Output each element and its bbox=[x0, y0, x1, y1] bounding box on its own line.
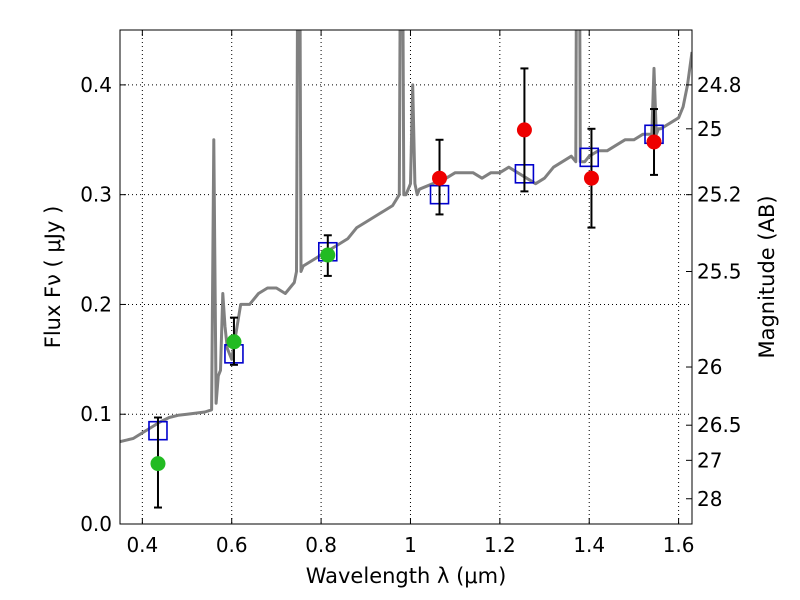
y-tick-label: 0.0 bbox=[80, 512, 112, 536]
x-tick-label: 1.6 bbox=[663, 533, 695, 557]
x-tick-label: 0.6 bbox=[216, 533, 248, 557]
x-tick-label: 0.8 bbox=[305, 533, 337, 557]
y-tick-label: 0.2 bbox=[80, 292, 112, 316]
observed-point bbox=[646, 134, 662, 150]
y-tick-label: 0.4 bbox=[80, 73, 112, 97]
model-square-point bbox=[579, 147, 600, 168]
observed-point bbox=[432, 170, 448, 186]
right-tick-label: 25 bbox=[697, 117, 722, 141]
x-tick-label: 1.4 bbox=[573, 533, 605, 557]
y-tick-label: 0.1 bbox=[80, 402, 112, 426]
observed-point bbox=[516, 122, 532, 138]
y-axis-title: Flux Fν ( μJy ) bbox=[41, 206, 65, 349]
x-tick-label: 1.2 bbox=[484, 533, 516, 557]
observed-point bbox=[583, 170, 599, 186]
right-axis-title: Magnitude (AB) bbox=[755, 195, 779, 358]
x-axis-title: Wavelength λ (μm) bbox=[306, 564, 507, 588]
right-tick-label: 26.5 bbox=[697, 413, 742, 437]
right-tick-label: 24.8 bbox=[697, 73, 742, 97]
right-tick-label: 27 bbox=[697, 448, 722, 472]
observed-point bbox=[150, 456, 166, 472]
template-spectrum-layer bbox=[120, 30, 692, 444]
data-marks bbox=[148, 67, 664, 509]
grid bbox=[120, 30, 692, 525]
template-spectrum-line bbox=[120, 30, 692, 444]
x-tick-label: 0.4 bbox=[126, 533, 158, 557]
x-tick-label: 1 bbox=[404, 533, 417, 557]
plot-frame bbox=[119, 29, 693, 525]
observed-point bbox=[320, 247, 336, 263]
axis-ticks: 0.4 0.6 0.8 1 1.2 1.4 1.6 0.0 0.1 0.2 0.3 0.4 24.8 25… bbox=[80, 30, 742, 557]
right-tick-label: 26 bbox=[697, 355, 722, 379]
observed-point bbox=[226, 334, 242, 350]
right-tick-label: 25.5 bbox=[697, 260, 742, 284]
y-tick-label: 0.3 bbox=[80, 183, 112, 207]
right-tick-label: 28 bbox=[697, 487, 722, 511]
right-tick-label: 25.2 bbox=[697, 183, 742, 207]
